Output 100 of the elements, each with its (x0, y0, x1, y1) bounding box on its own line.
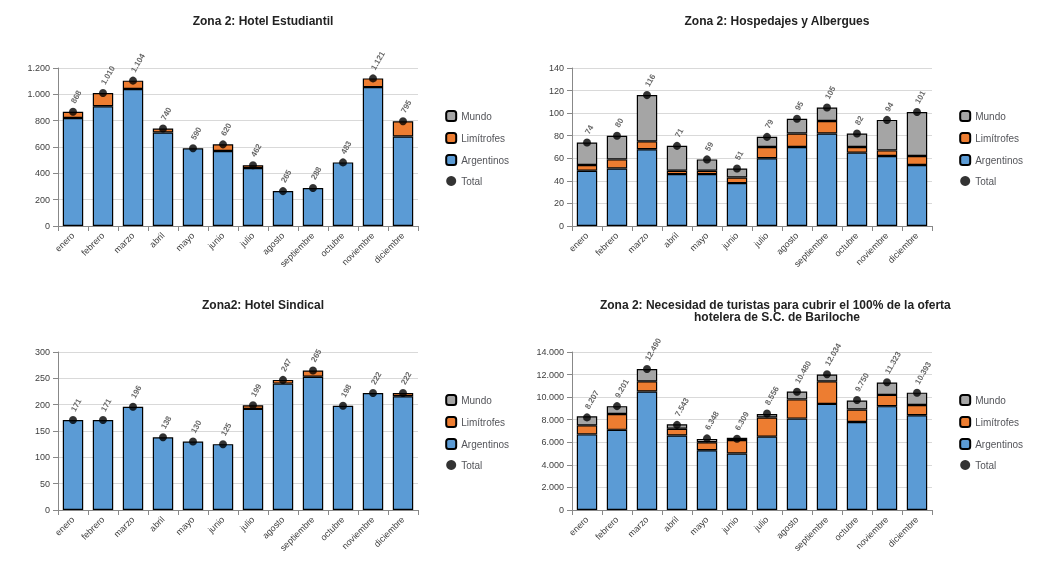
y-tick-label: 40 (553, 175, 564, 186)
legend-label: Argentinos (461, 438, 509, 450)
bar (92, 419, 114, 510)
bar (152, 437, 174, 510)
data-label: 105 (823, 84, 838, 101)
bar (696, 174, 718, 226)
y-tick-label: 200 (34, 399, 50, 410)
bar (182, 148, 204, 226)
y-tick-label: 4.000 (541, 459, 564, 470)
data-label: 288 (309, 164, 324, 182)
y-tick-label: 0 (558, 505, 564, 515)
y-tick-label: 0 (44, 221, 50, 231)
legend-label: Total (461, 175, 483, 187)
data-label: 171 (99, 396, 114, 414)
data-label: 199 (249, 381, 264, 399)
point (159, 124, 167, 133)
y-tick-label: 600 (34, 142, 50, 152)
bar (332, 162, 354, 226)
legend-label: Total (975, 459, 997, 471)
data-label: 483 (339, 139, 354, 156)
point (309, 366, 317, 375)
point (129, 76, 137, 85)
data-label: 59 (703, 139, 716, 153)
bar (362, 393, 384, 510)
legend-label: Mundo (461, 394, 493, 406)
point (913, 388, 921, 397)
data-label: 795 (399, 98, 414, 115)
point (673, 141, 681, 150)
data-label: 590 (189, 125, 204, 142)
y-tick-label: 100 (548, 108, 564, 119)
y-tick-label: 80 (553, 130, 564, 141)
legend-label: Total (461, 459, 483, 471)
point (369, 74, 377, 83)
point (219, 140, 227, 149)
point (279, 187, 287, 196)
point (793, 387, 801, 396)
point (703, 434, 711, 443)
point (309, 184, 317, 193)
point (99, 89, 107, 98)
legend-label: Mundo (975, 394, 1007, 406)
y-tick-label: 14.000 (536, 347, 564, 357)
point (913, 108, 921, 117)
bar (212, 444, 234, 510)
data-label: 171 (69, 396, 84, 414)
point (339, 401, 347, 410)
data-label: 71 (673, 126, 686, 140)
point (643, 91, 651, 100)
point (369, 389, 377, 398)
data-label: 740 (159, 105, 174, 122)
point (189, 437, 197, 446)
point (159, 433, 167, 442)
legend-label: Argentinos (975, 438, 1023, 450)
point (399, 117, 407, 126)
data-label: 80 (613, 116, 626, 129)
point (69, 107, 77, 116)
bar (62, 419, 84, 510)
point (69, 415, 77, 424)
point (823, 370, 831, 379)
y-tick-label: 400 (34, 168, 50, 179)
y-tick-label: 120 (548, 85, 564, 96)
point (703, 155, 711, 164)
y-tick-label: 2.000 (541, 482, 564, 493)
data-label: 138 (159, 414, 174, 431)
point (883, 378, 891, 387)
legend-label: Limítrofes (461, 132, 506, 144)
chart-title: Zona 2: Hotel Estudiantil (192, 14, 334, 28)
bar (666, 145, 688, 171)
legend-label: Limítrofes (461, 416, 506, 428)
data-label: 95 (793, 99, 806, 113)
point (673, 420, 681, 429)
chart-title: Zona 2: Hospedajes y Albergues (684, 14, 870, 28)
y-tick-label: 50 (39, 478, 50, 489)
data-label: 222 (369, 369, 384, 387)
data-label: 79 (763, 117, 776, 131)
data-label: 74 (583, 123, 596, 136)
point (99, 415, 107, 424)
legend-label: Mundo (461, 110, 493, 122)
bar (302, 188, 324, 226)
point (583, 138, 591, 147)
y-tick-label: 200 (34, 194, 50, 205)
legend-label: Limítrofes (975, 416, 1020, 428)
y-tick-label: 12.000 (536, 369, 564, 380)
data-label: 222 (399, 369, 414, 387)
data-label: 116 (643, 72, 658, 89)
point (613, 131, 621, 140)
y-tick-label: 250 (34, 373, 50, 384)
data-label: 101 (913, 88, 928, 106)
point (853, 129, 861, 138)
y-tick-label: 0 (44, 505, 50, 515)
chart-title: Zona2: Hotel Sindical (201, 298, 325, 312)
bar (332, 405, 354, 510)
legend-label: Argentinos (461, 154, 509, 166)
point (339, 158, 347, 167)
y-tick-label: 1.000 (27, 89, 50, 100)
y-tick-label: 140 (548, 63, 564, 73)
point (399, 389, 407, 398)
y-tick-label: 300 (34, 347, 50, 357)
legend-label: Limítrofes (975, 132, 1020, 144)
point (853, 395, 861, 404)
point (763, 132, 771, 141)
